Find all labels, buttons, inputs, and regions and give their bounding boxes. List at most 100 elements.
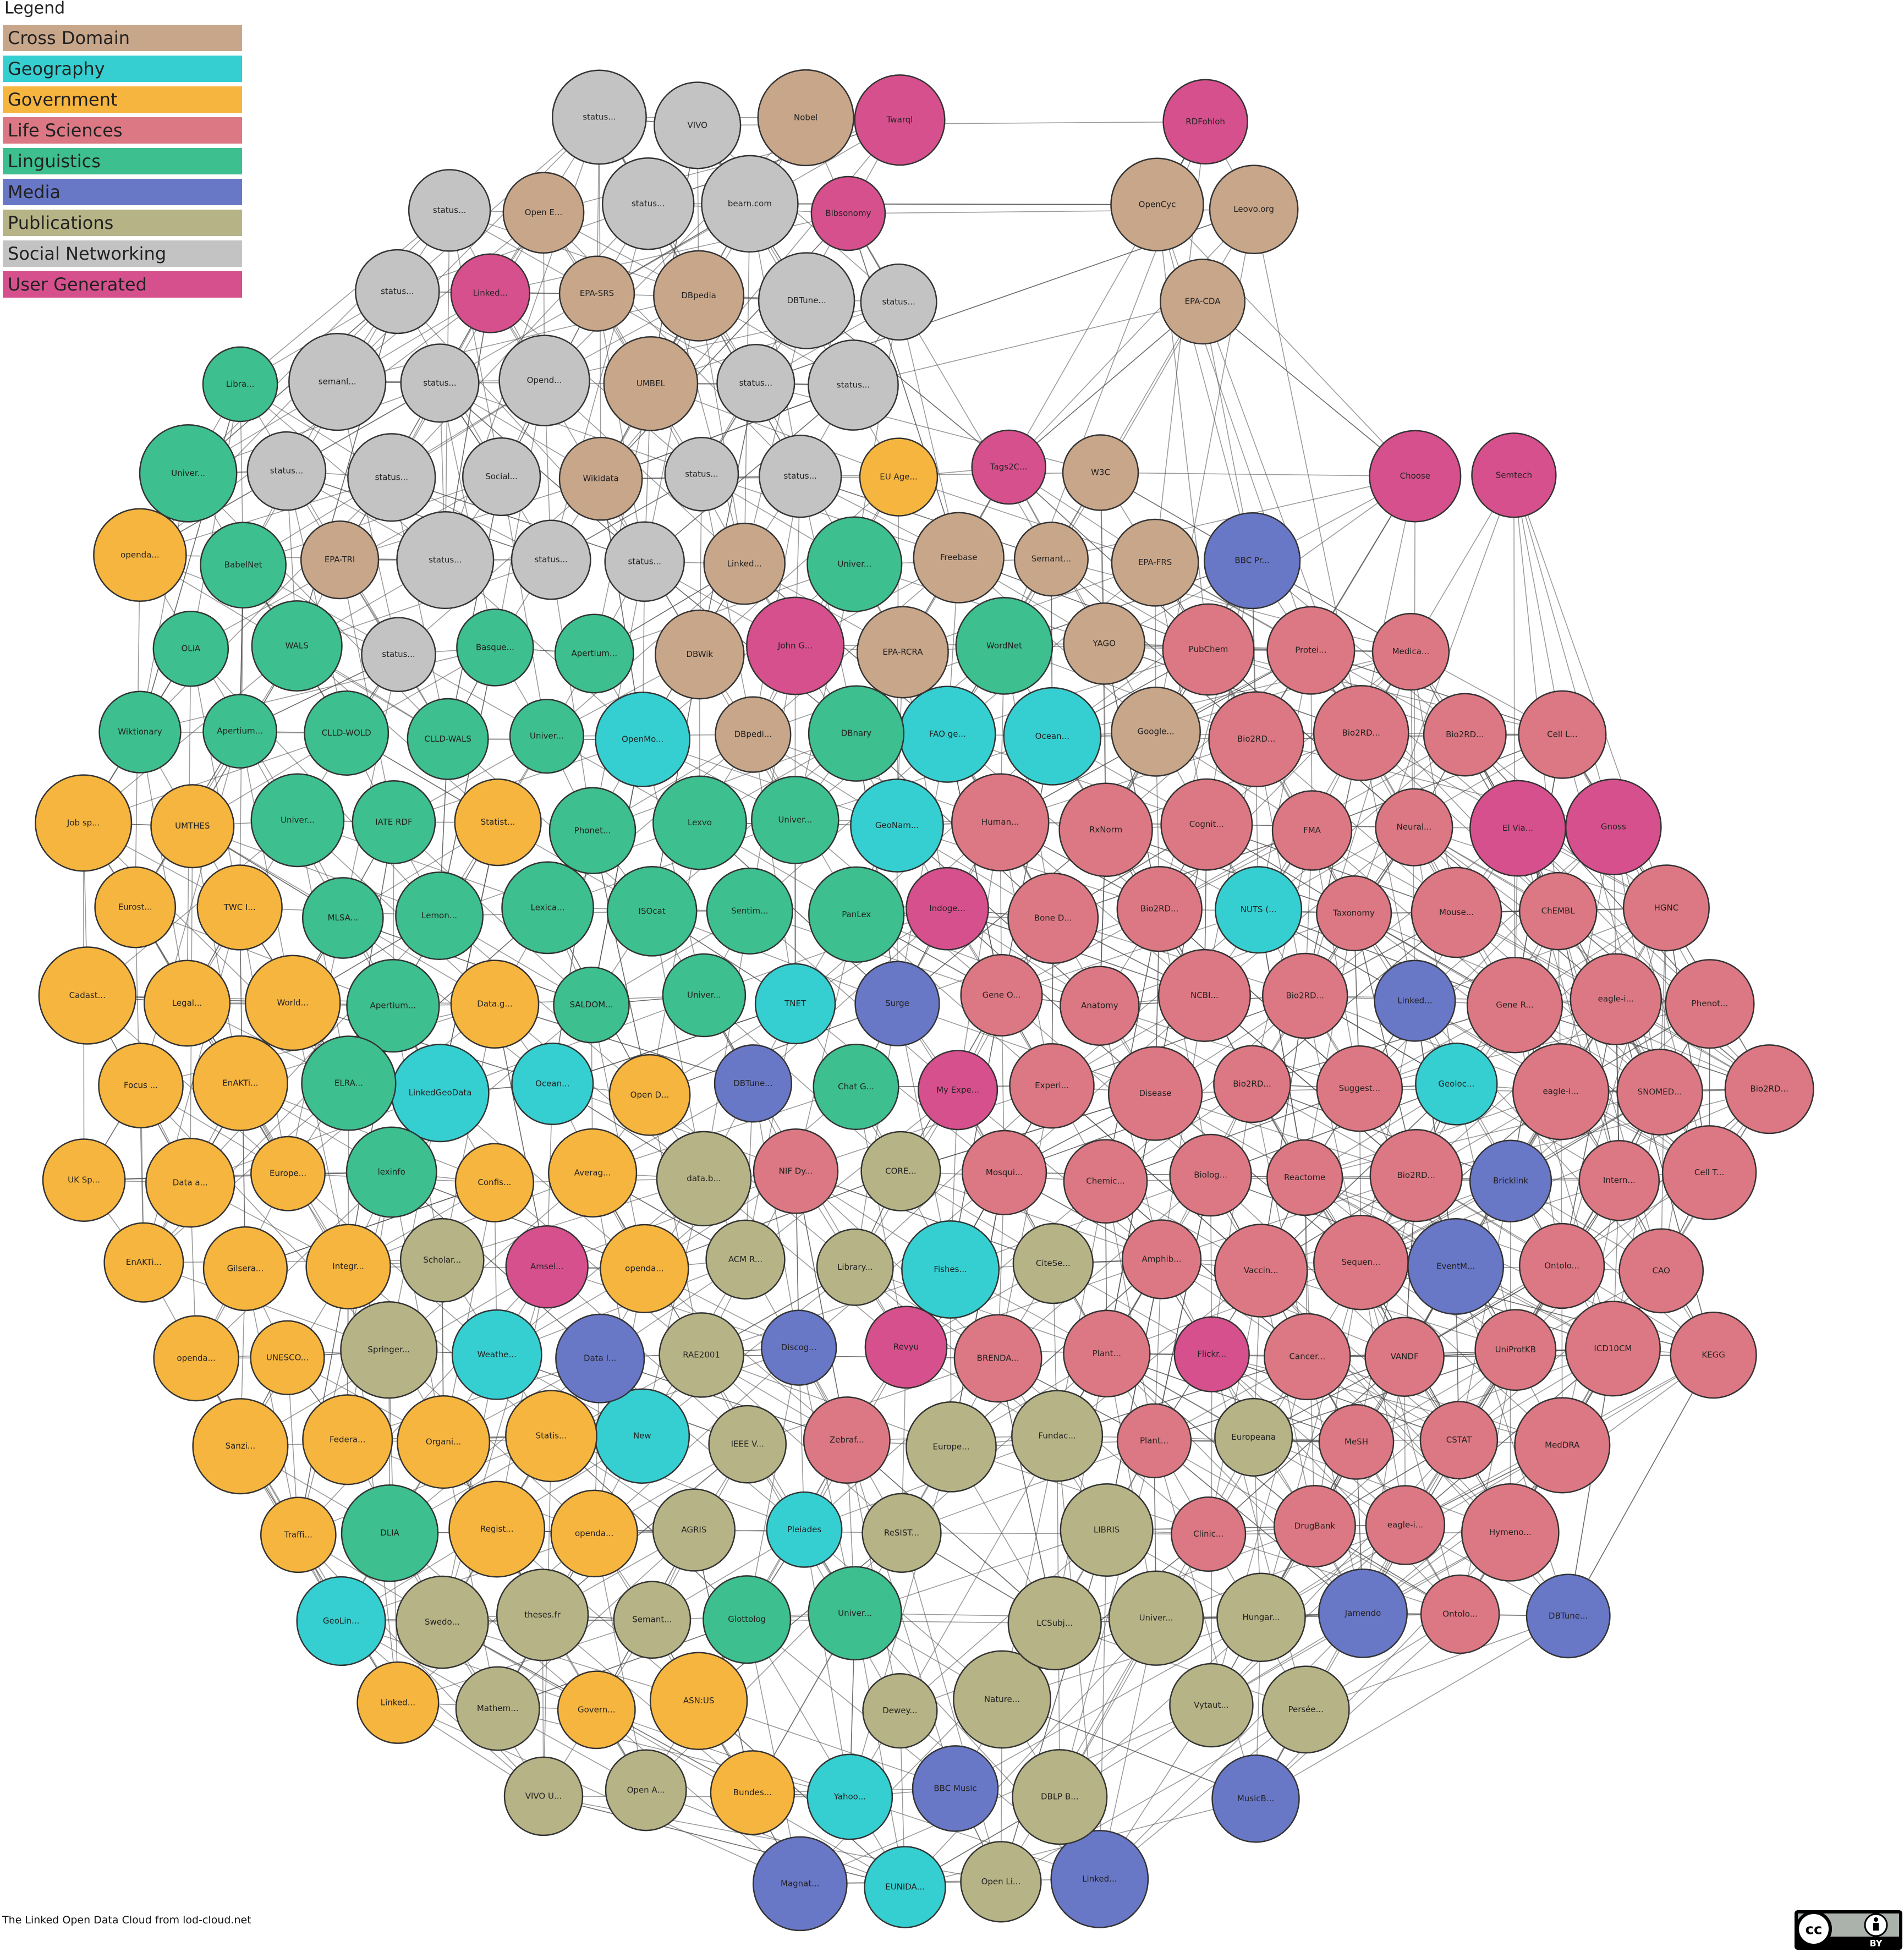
edge [1252,1083,1511,1182]
node [35,774,133,872]
edge [245,1182,495,1269]
node-label: Open Li... [981,1877,1021,1887]
node [509,699,584,774]
node-label: Open D... [630,1090,670,1100]
edge [139,477,392,733]
node [1013,522,1089,597]
edge [697,125,899,303]
node-label: Taxonomy [1332,908,1375,918]
edge [701,1355,902,1533]
edge [1001,995,1211,1176]
edge [495,1004,754,1084]
node-label: Scholar... [423,1255,461,1265]
edge [644,1171,901,1269]
node-label: Univer... [687,990,721,1000]
node-label: Univer... [530,731,564,741]
legend-label: Life Sciences [8,120,123,141]
edge [286,470,551,561]
legend-swatch [3,56,242,82]
edge [592,830,650,1095]
legend-label: Social Networking [8,243,166,264]
node [361,617,436,693]
edge [848,213,959,558]
node [652,775,747,870]
edge [645,1790,906,1888]
node-label: openda... [575,1528,613,1538]
edge [745,1089,958,1260]
node-label: Cadast... [69,990,106,1000]
node [664,436,739,512]
node-label: Legal... [172,998,202,1008]
node [1011,1390,1104,1482]
edge [1557,911,1710,1173]
node-label: Apertium... [370,1001,416,1011]
node-label: UK Sp... [68,1175,100,1185]
node [606,865,698,957]
edge [440,382,702,475]
node-label: Bundes... [733,1787,772,1797]
node [346,958,440,1053]
node [710,1750,795,1835]
node-label: Statist... [481,817,515,827]
node [1261,952,1348,1039]
node-label: status... [534,555,567,564]
node-label: Europe... [932,1441,969,1451]
edge [957,1089,1162,1260]
node [399,1218,485,1303]
node-label: LIBRIS [1094,1525,1120,1535]
edge [1156,204,1209,650]
edge [243,476,502,566]
node [655,609,745,700]
node-label: Europeana [1231,1432,1276,1442]
node [1526,1573,1611,1659]
node [918,1050,998,1131]
edge [1307,1348,1613,1357]
node [1063,602,1146,685]
by-text: BY [1870,1938,1883,1949]
edge [1360,475,1515,733]
node [557,1670,636,1750]
node [1050,1830,1149,1928]
node-label: Ontolo... [1544,1260,1579,1270]
node-label: W3C [1091,468,1110,478]
node [1469,780,1566,877]
node [1420,1574,1500,1654]
node [301,877,384,959]
legend-swatch [3,240,242,267]
node [960,953,1043,1037]
node [757,69,854,167]
node-label: Bio2RD... [1286,991,1324,1001]
edge [1458,1270,1662,1441]
node [1415,1043,1498,1126]
node [551,69,647,165]
edge [600,204,750,479]
node [1364,1317,1445,1397]
node [600,1224,689,1314]
edge [753,908,948,1084]
node [503,1756,584,1836]
node [854,74,946,166]
edge [1456,1084,1516,1350]
node [246,431,327,511]
node [751,776,839,864]
node [304,690,389,776]
node [288,332,387,431]
node [1116,1403,1192,1478]
node-label: status... [685,469,718,479]
edge [898,476,1155,563]
edge [1458,1180,1620,1441]
edge [997,1085,1052,1359]
edge [494,1182,702,1356]
node-label: status... [632,199,665,209]
node-label: Linked... [381,1697,415,1707]
node [250,773,345,868]
edge [1304,913,1354,1178]
edge [901,1171,1162,1260]
node-label: ReSIST... [884,1528,919,1538]
node-label: Lemon... [421,911,457,920]
node-label: Ontolo... [1442,1609,1478,1619]
node-label: UMBEL [637,379,666,388]
edge [1106,1353,1315,1527]
edge [546,1266,748,1445]
node [808,866,905,963]
